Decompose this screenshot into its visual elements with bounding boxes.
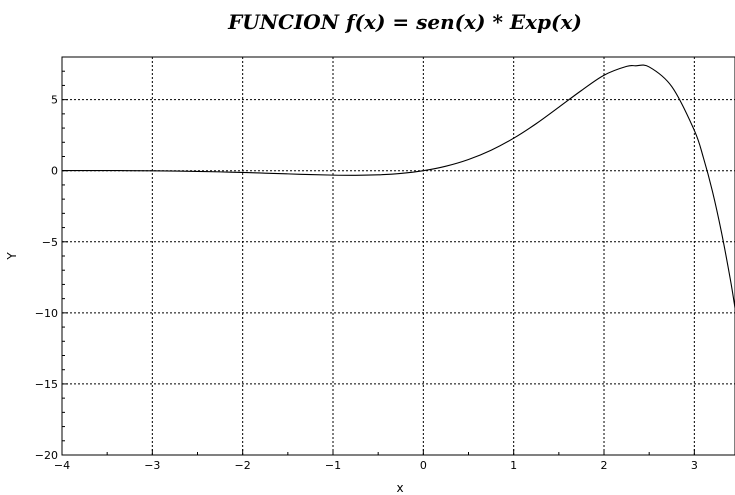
x-tick-label: −2	[235, 459, 251, 472]
y-axis-label: Y	[5, 252, 19, 261]
x-tick-label: 2	[601, 459, 608, 472]
y-tick-label: −5	[42, 236, 58, 249]
x-tick-label: −1	[325, 459, 341, 472]
plot-frame	[61, 56, 735, 456]
plot-area	[61, 64, 735, 308]
x-tick-label: −4	[54, 459, 70, 472]
y-tick-label: 0	[51, 165, 58, 178]
x-tick-label: −3	[144, 459, 160, 472]
y-tick-label: −15	[35, 378, 58, 391]
y-tick-label: 5	[51, 94, 58, 107]
y-tick-label: −10	[35, 307, 58, 320]
y-tick-label: −20	[35, 449, 58, 462]
series-line	[61, 64, 735, 308]
tick-labels: −4 −3 −2 −1 0 1 2 3−20−15−10−505	[35, 94, 698, 472]
grid	[62, 57, 735, 455]
x-axis-label: x	[396, 481, 403, 495]
x-tick-label: 1	[510, 459, 517, 472]
axis-ticks	[61, 70, 695, 456]
x-tick-label: 0	[420, 459, 427, 472]
chart-title: FUNCION f(x) = sen(x) * Exp(x)	[227, 10, 582, 34]
x-tick-label: 3	[691, 459, 698, 472]
